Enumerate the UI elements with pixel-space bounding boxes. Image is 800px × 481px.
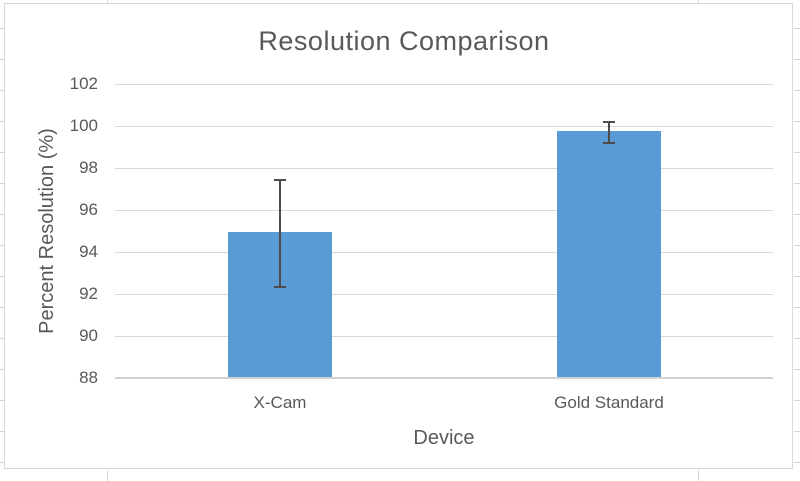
sheet-row-line bbox=[0, 307, 4, 308]
sheet-column-line bbox=[698, 0, 699, 3]
sheet-column-line bbox=[107, 470, 108, 481]
sheet-row-line bbox=[794, 121, 800, 122]
sheet-row-line bbox=[794, 431, 800, 432]
gridline-98 bbox=[115, 168, 773, 169]
y-tick-label-102: 102 bbox=[69, 74, 98, 93]
sheet-row-line bbox=[0, 59, 4, 60]
chart-area[interactable]: Resolution Comparison bbox=[4, 3, 793, 469]
y-tick-label-88: 88 bbox=[79, 368, 98, 387]
y-tick-label-92: 92 bbox=[79, 284, 98, 303]
sheet-row-line bbox=[794, 276, 800, 277]
sheet-row-line bbox=[0, 400, 4, 401]
sheet-row-line bbox=[794, 28, 800, 29]
sheet-row-line bbox=[794, 214, 800, 215]
y-tick-label-90: 90 bbox=[79, 326, 98, 345]
sheet-row-line bbox=[794, 338, 800, 339]
y-tick-label-96: 96 bbox=[79, 200, 98, 219]
sheet-row-line bbox=[0, 214, 4, 215]
sheet-row-line bbox=[0, 28, 4, 29]
gridline-90 bbox=[115, 336, 773, 337]
sheet-column-line bbox=[107, 0, 108, 3]
sheet-row-line bbox=[794, 90, 800, 91]
gridline-94 bbox=[115, 252, 773, 253]
sheet-row-line bbox=[0, 276, 4, 277]
error-bar-line bbox=[608, 121, 610, 142]
sheet-row-line bbox=[794, 369, 800, 370]
bar-gold-standard[interactable] bbox=[557, 131, 661, 378]
sheet-row-line bbox=[0, 90, 4, 91]
gridline-96 bbox=[115, 210, 773, 211]
sheet-row-line bbox=[794, 183, 800, 184]
sheet-row-line bbox=[794, 59, 800, 60]
category-label-1: X-Cam bbox=[253, 393, 307, 412]
y-tick-label-98: 98 bbox=[79, 158, 98, 177]
sheet-row-line bbox=[0, 152, 4, 153]
y-axis-title: Percent Resolution (%) bbox=[36, 128, 58, 334]
x-axis-line bbox=[115, 377, 773, 379]
sheet-row-line bbox=[0, 183, 4, 184]
sheet-row-line bbox=[0, 338, 4, 339]
error-bar-cap-top bbox=[274, 179, 286, 181]
sheet-row-line bbox=[0, 245, 4, 246]
category-label-2: Gold Standard bbox=[554, 393, 664, 412]
y-tick-label-100: 100 bbox=[69, 116, 98, 135]
error-bar-cap-bottom bbox=[603, 142, 615, 144]
sheet-row-line bbox=[794, 152, 800, 153]
gridline-92 bbox=[115, 294, 773, 295]
sheet-row-line bbox=[794, 245, 800, 246]
sheet-row-line bbox=[794, 307, 800, 308]
sheet-row-line bbox=[0, 431, 4, 432]
error-bar-cap-bottom bbox=[274, 286, 286, 288]
error-bar-cap-top bbox=[603, 121, 615, 123]
error-bar-line bbox=[279, 179, 281, 286]
sheet-row-line bbox=[0, 121, 4, 122]
sheet-column-line bbox=[698, 470, 699, 481]
gridline-102 bbox=[115, 84, 773, 85]
gridline-100 bbox=[115, 126, 773, 127]
chart-title: Resolution Comparison bbox=[258, 26, 550, 56]
sheet-row-line bbox=[794, 462, 800, 463]
sheet-row-line bbox=[794, 400, 800, 401]
x-axis-title: Device bbox=[413, 427, 475, 449]
sheet-row-line bbox=[0, 369, 4, 370]
y-tick-label-94: 94 bbox=[79, 242, 98, 261]
sheet-row-line bbox=[0, 462, 4, 463]
